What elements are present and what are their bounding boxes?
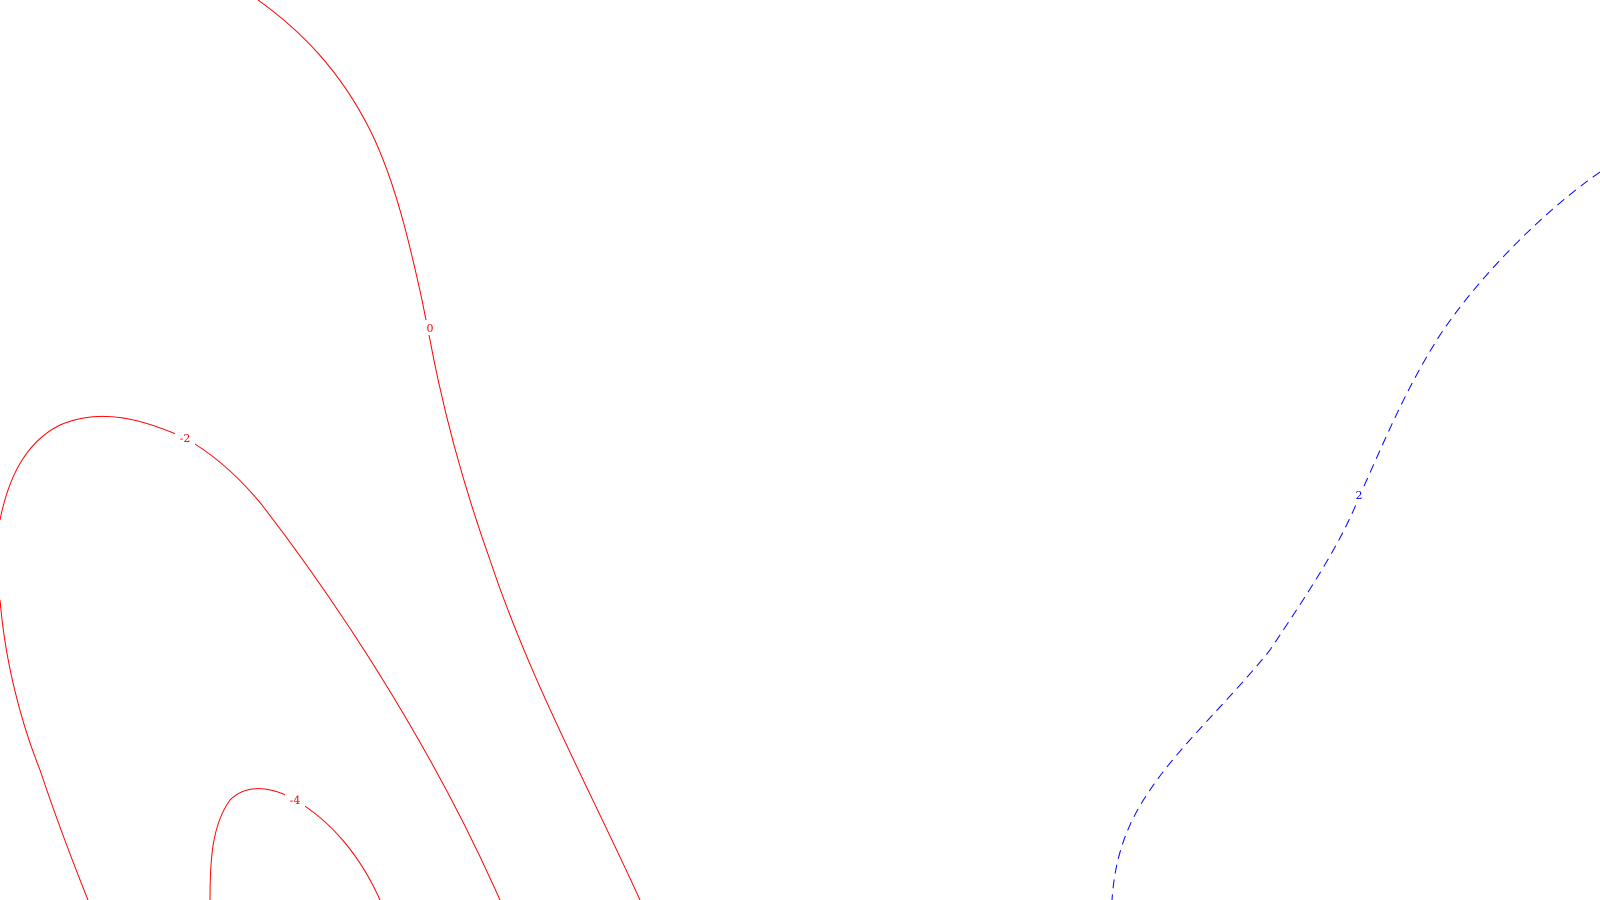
contour-label-0-group: 0 — [424, 320, 436, 335]
contour-line-minus-2 — [0, 415, 501, 900]
contour-label-minus-2-group: -2 — [175, 430, 195, 445]
contour-label-2: 2 — [1356, 489, 1363, 502]
contour-line-minus-4 — [209, 788, 381, 900]
contour-line-minus-2-segment — [0, 599, 89, 900]
contour-label-minus-2: -2 — [180, 432, 191, 445]
contour-label-minus-4: -4 — [290, 794, 301, 807]
contour-label-0: 0 — [427, 322, 434, 335]
contour-line-0 — [257, 0, 641, 900]
contour-label-minus-4-group: -4 — [285, 792, 305, 807]
contour-label-2-group: 2 — [1352, 487, 1365, 502]
contour-line-2 — [1111, 171, 1600, 900]
